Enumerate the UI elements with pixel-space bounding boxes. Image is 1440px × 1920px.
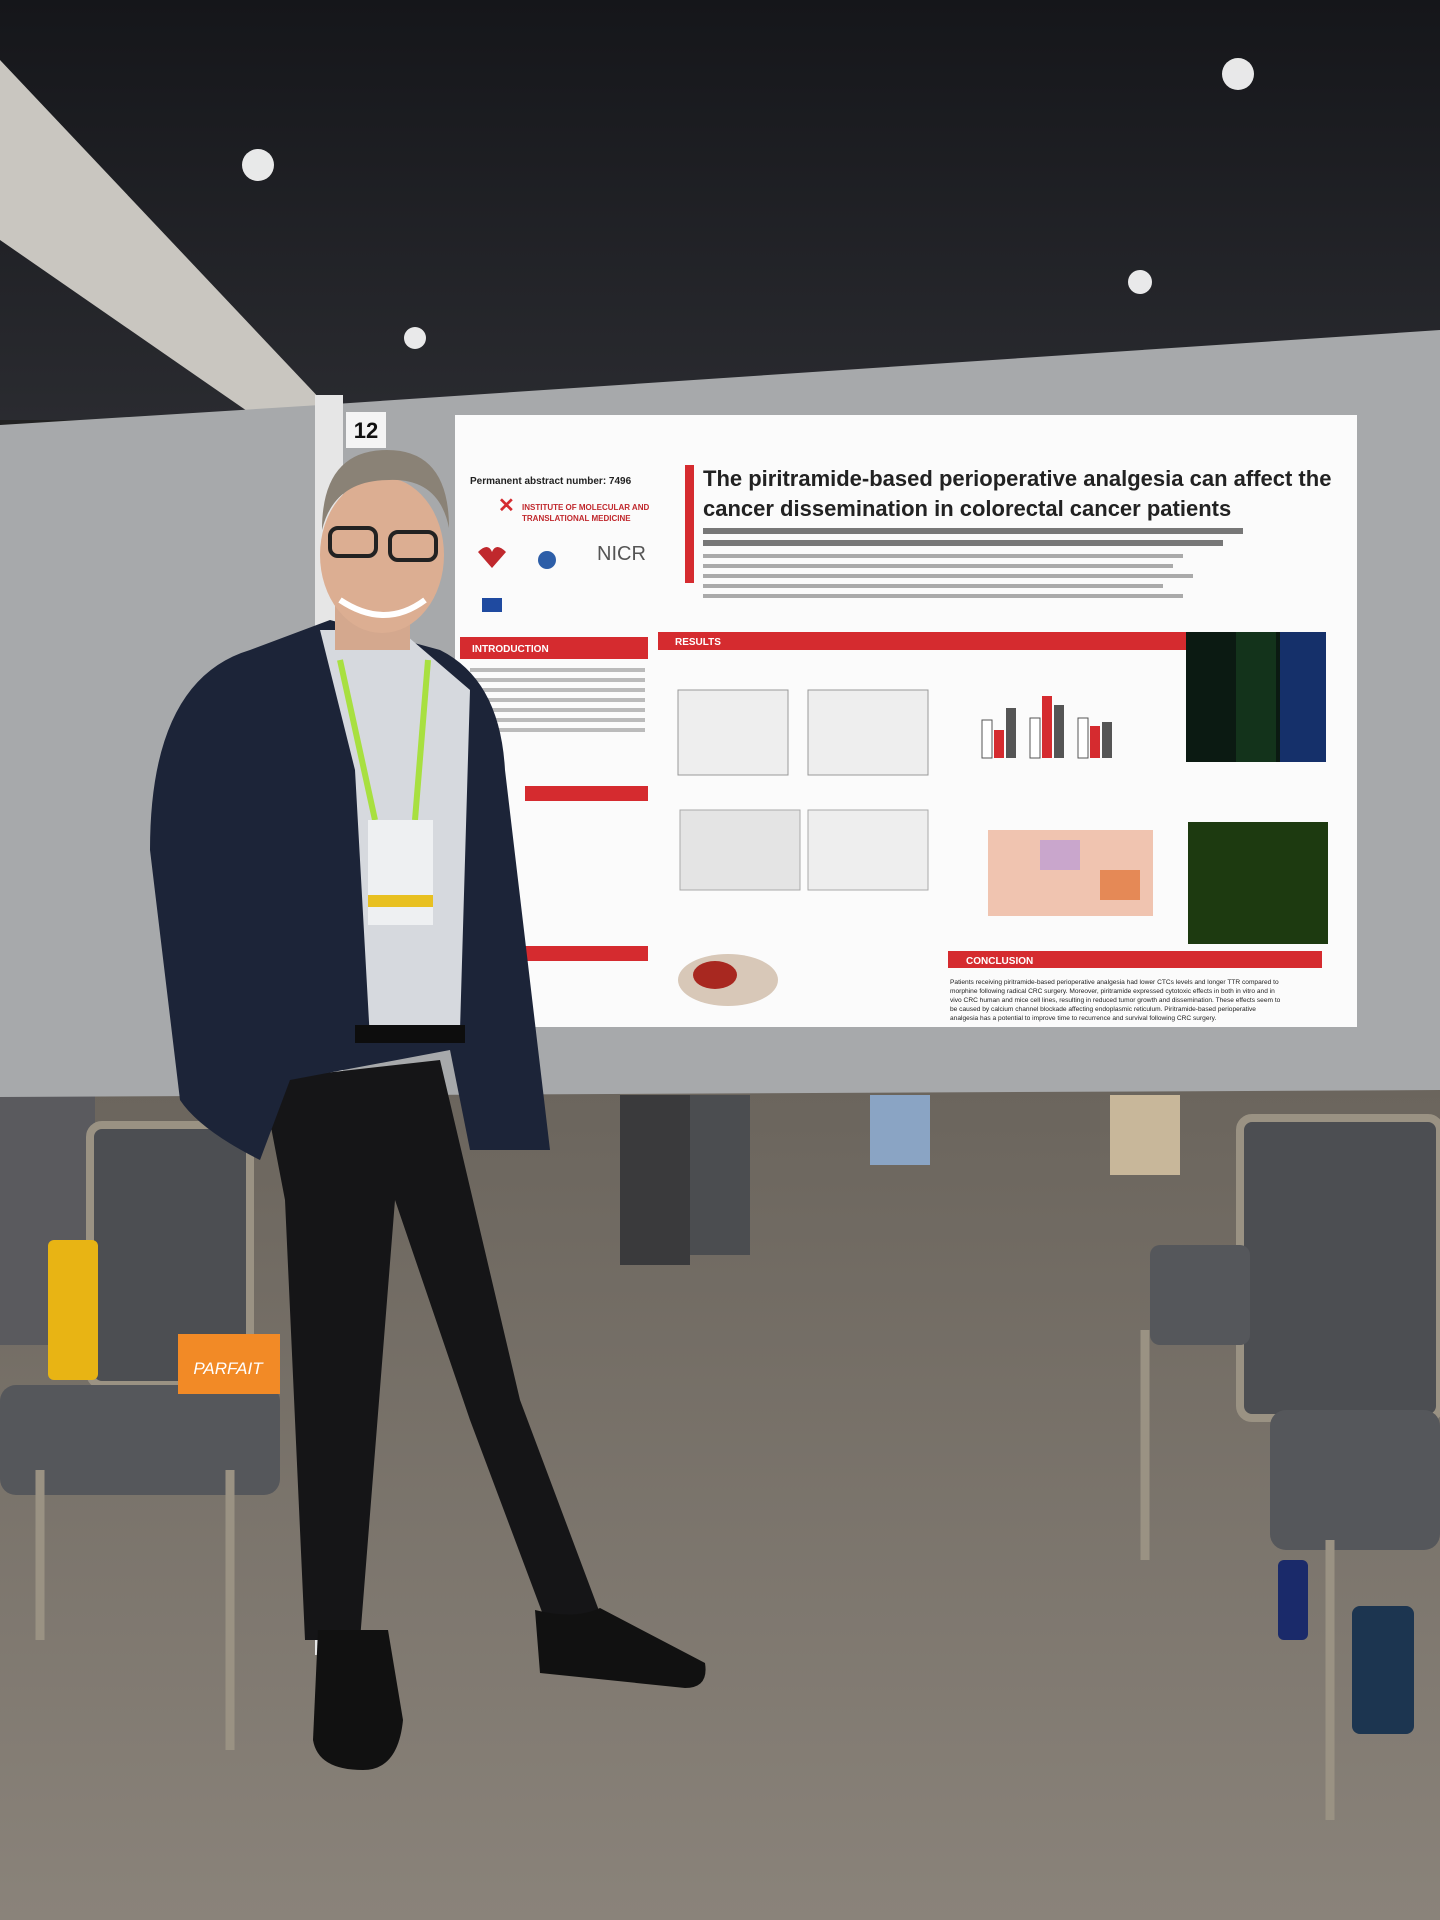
ceiling-light <box>1222 58 1254 90</box>
figure <box>679 809 801 891</box>
text-line <box>703 554 1183 558</box>
text-line <box>470 678 645 682</box>
section-header <box>525 946 648 961</box>
text-line <box>470 698 645 702</box>
conclusion-line: vivo CRC human and mice cell lines, resu… <box>950 997 1281 1004</box>
number-card <box>346 412 386 448</box>
logo-text: TRANSLATIONAL MEDICINE <box>522 514 631 523</box>
bar-figure <box>981 696 1112 759</box>
conclusion-text: Patients receiving piritramide-based per… <box>950 979 1281 1022</box>
chair-left <box>0 1121 280 1750</box>
figure <box>807 689 929 776</box>
background-person <box>690 1095 750 1255</box>
shoe <box>535 1608 706 1688</box>
text-line <box>470 668 645 672</box>
microscopy-grid <box>1188 822 1328 944</box>
intro-text <box>470 668 645 732</box>
abstract-number: Permanent abstract number: 7496 <box>470 476 632 487</box>
figure-bar <box>981 719 993 759</box>
figure-bar <box>1102 722 1112 758</box>
text-line <box>470 718 645 722</box>
text-line <box>703 564 1173 568</box>
wall-beam <box>0 60 340 420</box>
background-person <box>620 1095 690 1265</box>
figure-bar <box>1029 717 1041 759</box>
lanyard <box>412 659 431 821</box>
badge-stripe <box>368 895 433 907</box>
smile <box>338 597 427 618</box>
title-bar <box>685 465 694 583</box>
eu-logo <box>482 598 502 612</box>
glasses <box>388 530 438 562</box>
box-label: PARFAIT <box>193 1359 264 1378</box>
person <box>150 450 706 1770</box>
trousers <box>262 1060 610 1660</box>
ceiling-light <box>404 327 426 349</box>
authors-block <box>703 528 1243 598</box>
figure <box>677 689 789 776</box>
poster-title: cancer dissemination in colorectal cance… <box>703 496 1231 521</box>
poster-title: The piritramide-based perioperative anal… <box>703 466 1331 491</box>
text-line <box>470 688 645 692</box>
logo <box>478 547 506 568</box>
text-line <box>703 540 1223 546</box>
ceiling-light <box>242 149 274 181</box>
chair-right <box>1140 1114 1440 1820</box>
figure-bar <box>994 730 1004 758</box>
heatmap-cell <box>1040 840 1080 870</box>
figure-bar <box>1077 717 1089 759</box>
figure <box>807 809 929 891</box>
poster-number: 12 <box>354 418 378 443</box>
section-header <box>460 637 648 659</box>
lanyard <box>337 659 378 821</box>
conclusion-line: morphine following radical CRC surgery. … <box>950 988 1275 995</box>
section-title: RESULTS <box>675 637 721 648</box>
shoe <box>313 1630 403 1770</box>
tumbler <box>1352 1606 1414 1734</box>
glasses <box>328 526 378 558</box>
heatmap-cell <box>1100 870 1140 900</box>
badge <box>368 820 433 925</box>
yellow-case <box>48 1240 98 1380</box>
logo-mark: ✕ <box>498 495 515 517</box>
text-line <box>470 708 645 712</box>
microscopy-grid <box>1280 632 1326 762</box>
logo-text: INSTITUTE OF MOLECULAR AND <box>522 503 649 512</box>
text-line <box>703 528 1243 534</box>
section-header <box>948 951 1322 968</box>
figure-bar <box>1042 696 1052 758</box>
section-header <box>658 632 1322 650</box>
tissue-box <box>178 1334 280 1394</box>
ceiling-light <box>1128 270 1152 294</box>
background-person <box>870 1095 930 1165</box>
background-person <box>1110 1095 1180 1175</box>
belt <box>355 1025 465 1043</box>
figure-bar <box>1054 705 1064 758</box>
head <box>320 477 444 633</box>
logo <box>538 551 556 569</box>
section-title: CONCLUSION <box>966 956 1033 967</box>
microscopy-grid <box>1236 632 1276 762</box>
nicr-logo: NICR <box>597 543 646 565</box>
text-line <box>703 594 1183 598</box>
figure-photo <box>693 961 737 989</box>
figure-bar <box>1006 708 1016 758</box>
hair <box>322 450 449 530</box>
conclusion-line: analgesia has a potential to improve tim… <box>950 1015 1216 1022</box>
conclusion-line: be caused by calcium channel blockade af… <box>950 1006 1256 1013</box>
figure-bar <box>1090 726 1100 758</box>
text-line <box>703 574 1193 578</box>
bottle <box>1278 1560 1308 1640</box>
text-line <box>470 728 645 732</box>
conclusion-line: Patients receiving piritramide-based per… <box>950 979 1279 986</box>
text-line <box>703 584 1163 588</box>
section-title: INTRODUCTION <box>472 644 549 655</box>
section-header <box>525 786 648 801</box>
